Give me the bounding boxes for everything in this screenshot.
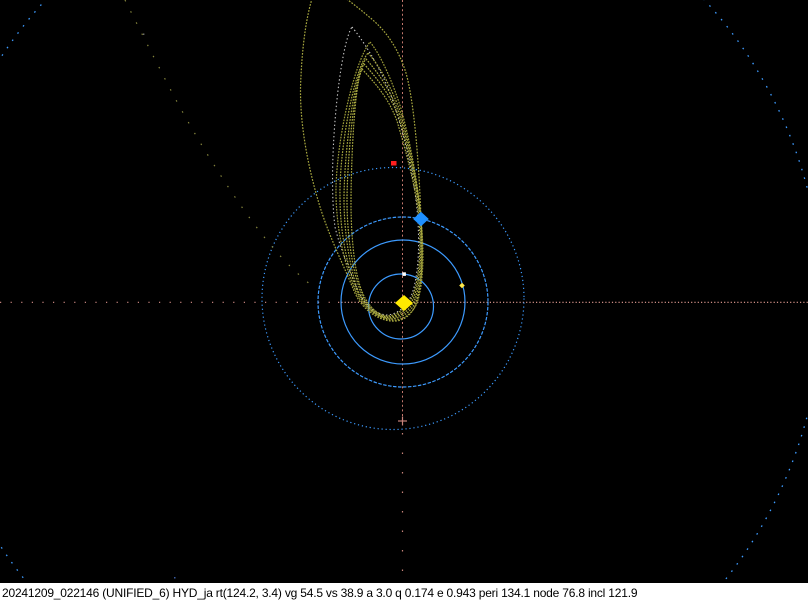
star-dot-2 xyxy=(143,33,145,35)
star-dot-1 xyxy=(174,577,176,579)
status-bar: 20241209_022146 (UNIFIED_6) HYD_ja rt(12… xyxy=(0,583,808,604)
meteor-orbit-4 xyxy=(346,63,422,318)
venus-marker xyxy=(459,282,465,289)
jupiter-orbit xyxy=(0,0,808,583)
earth-orbit xyxy=(317,216,489,388)
meteor-orbit-1 xyxy=(335,41,424,321)
meteor-orbit-5 xyxy=(350,67,421,317)
earth-marker xyxy=(413,211,429,227)
meteor-orbit-3 xyxy=(343,58,423,319)
mars-marker xyxy=(391,161,397,166)
orbit-canvas[interactable] xyxy=(0,0,808,583)
mercury-marker xyxy=(402,272,406,276)
status-text: 20241209_022146 (UNIFIED_6) HYD_ja rt(12… xyxy=(2,586,638,600)
mars-orbit xyxy=(261,166,525,431)
venus-orbit xyxy=(340,239,466,365)
meteor-orbit-sparse xyxy=(124,0,312,286)
sun-marker xyxy=(395,295,413,311)
meteor-orbit-outer xyxy=(299,0,423,322)
orbit-plot-canvas[interactable] xyxy=(0,0,808,583)
meteor-orbit-2 xyxy=(339,52,423,320)
